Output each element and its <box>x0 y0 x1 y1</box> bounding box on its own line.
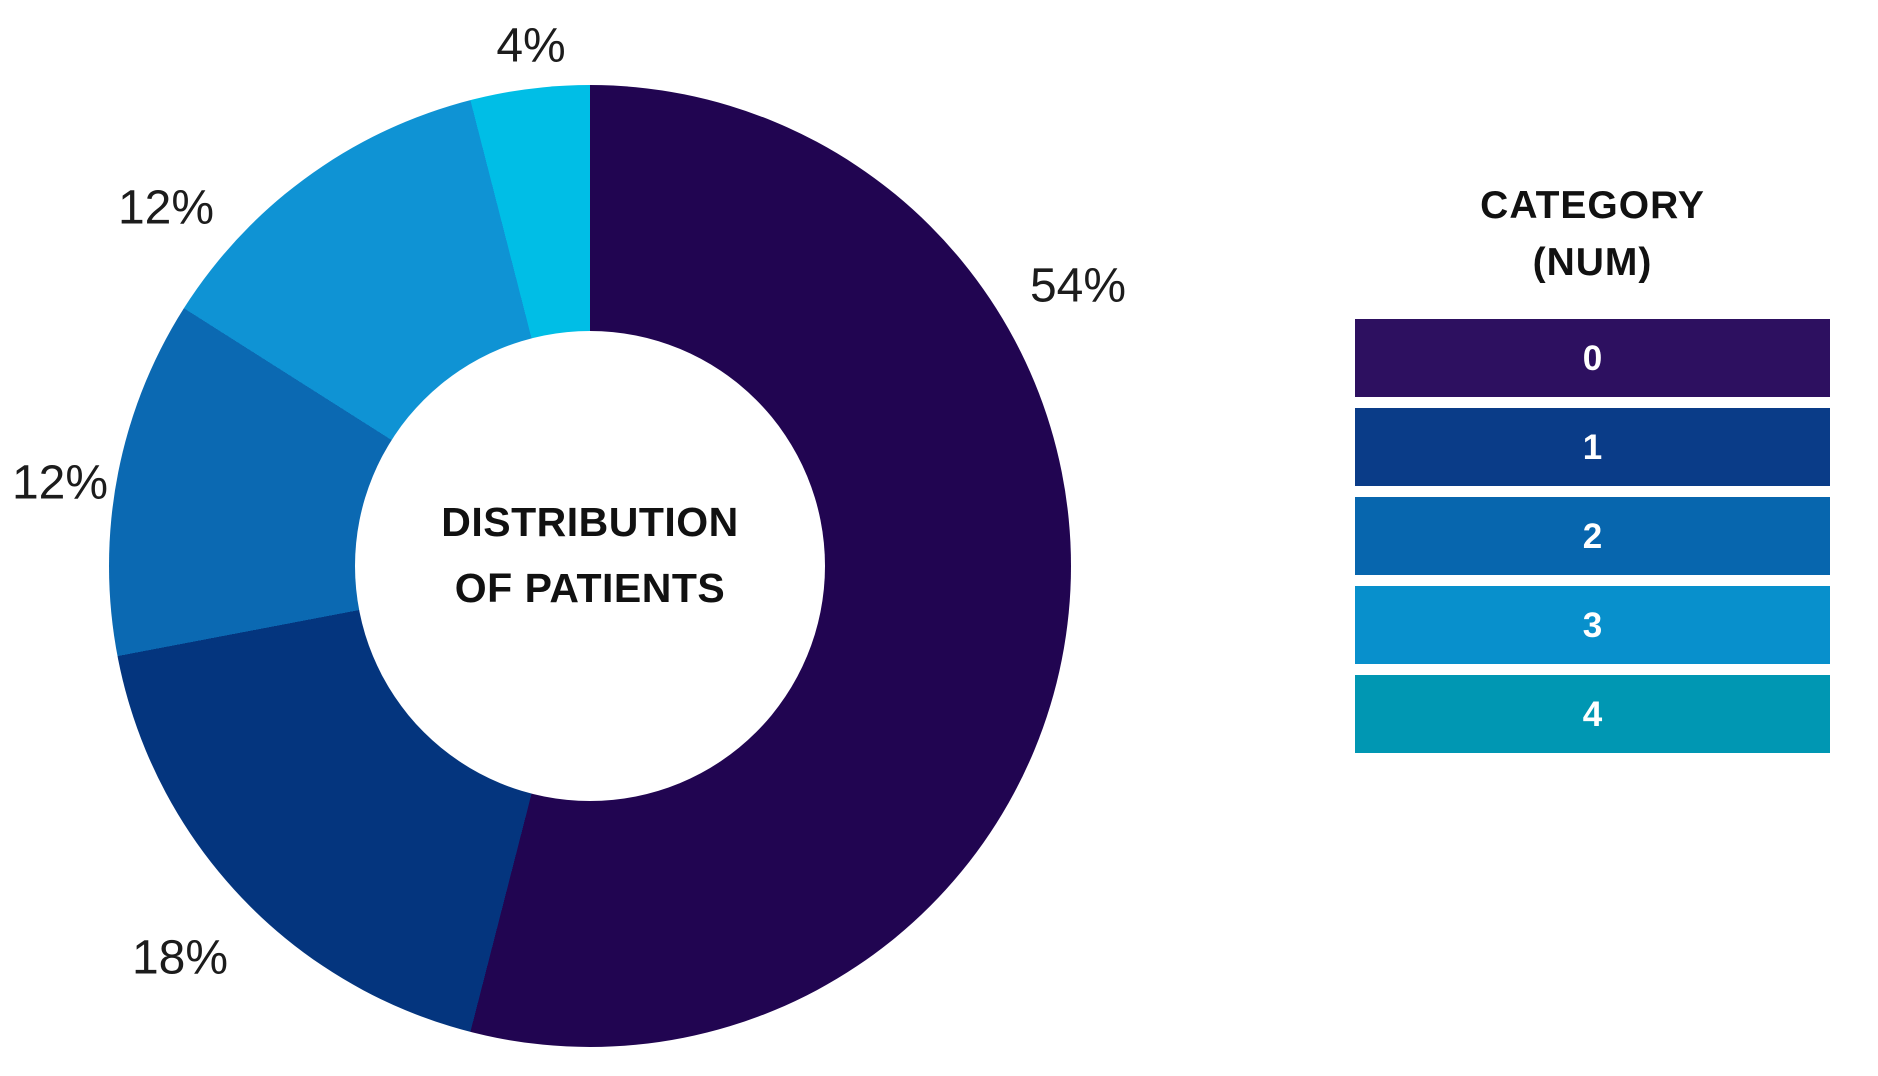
legend-row-label: 3 <box>1582 605 1603 645</box>
center-title-line2: OF PATIENTS <box>454 565 726 611</box>
legend-row-label: 0 <box>1582 338 1603 378</box>
legend-rows: 0 1 2 3 4 <box>1355 319 1830 754</box>
legend-row-label: 2 <box>1582 516 1603 556</box>
chart-center-title: DISTRIBUTION OF PATIENTS <box>441 490 739 621</box>
legend-row-category-3: 3 <box>1355 586 1830 665</box>
percent-label-category-0: 54% <box>1029 259 1127 313</box>
percent-label-category-3: 12% <box>117 181 215 235</box>
legend-title: CATEGORY (NUM) <box>1355 178 1830 291</box>
center-title-line1: DISTRIBUTION <box>441 499 739 546</box>
legend-row-label: 1 <box>1582 427 1603 467</box>
legend-row-label: 4 <box>1582 694 1603 734</box>
legend-row-category-0: 0 <box>1355 319 1830 398</box>
percent-label-category-4: 4% <box>496 19 566 73</box>
legend-title-line2: (NUM) <box>1532 240 1653 284</box>
legend-row-category-1: 1 <box>1355 408 1830 487</box>
donut-chart: DISTRIBUTION OF PATIENTS <box>109 85 1071 1047</box>
percent-label-category-1: 18% <box>131 931 229 985</box>
donut-hole: DISTRIBUTION OF PATIENTS <box>355 331 825 801</box>
legend: CATEGORY (NUM) 0 1 2 3 4 <box>1355 178 1830 764</box>
legend-row-category-4: 4 <box>1355 675 1830 754</box>
percent-label-category-2: 12% <box>11 456 109 510</box>
legend-row-category-2: 2 <box>1355 497 1830 576</box>
legend-title-line1: CATEGORY <box>1480 184 1705 227</box>
